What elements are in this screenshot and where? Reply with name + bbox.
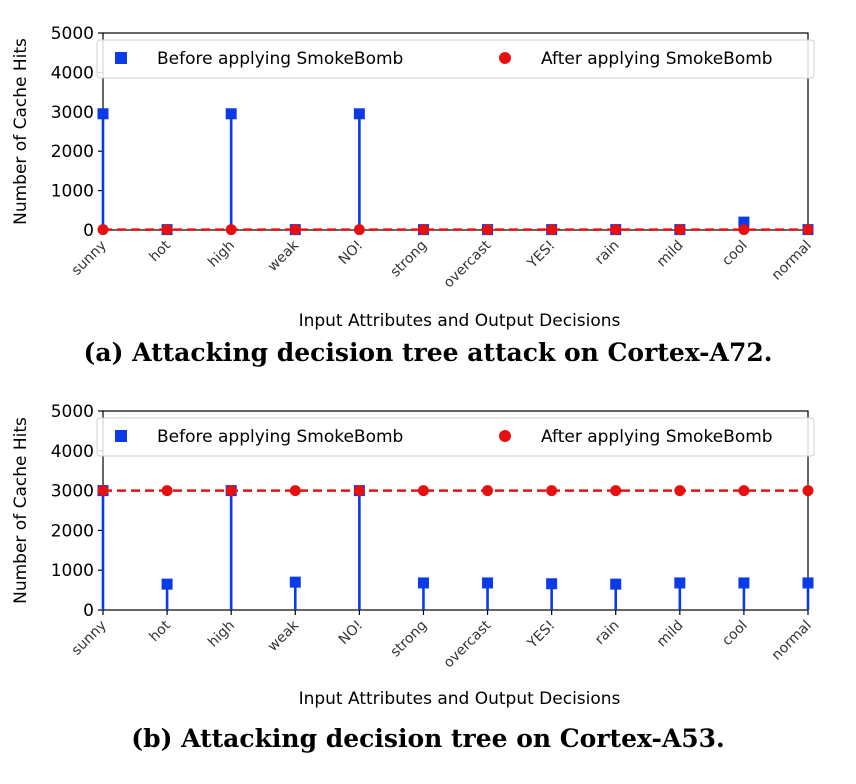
chart-a-x-tick-label: normal (769, 238, 815, 284)
chart-a: 0 1000 2000 3000 4000 5000 sunny hot high weak NO!… (11, 24, 815, 331)
chart-a-x-tick-label: weak (265, 237, 303, 275)
chart-b-series-before-marker (482, 577, 494, 589)
chart-a-series-after-marker (674, 224, 686, 236)
chart-a-y-tick-label: 5000 (51, 24, 94, 44)
chart-a-x-tick-label: overcast (441, 237, 495, 291)
chart-b-x-tick-label: NO! (336, 618, 366, 648)
chart-b-y-tick-label: 3000 (51, 482, 94, 502)
chart-b-x-tick-label: strong (387, 618, 430, 661)
chart-a-legend-before-label: Before applying SmokeBomb (157, 49, 403, 69)
chart-b-x-tick-label: rain (592, 618, 622, 648)
chart-b-series-after-marker (353, 485, 365, 497)
chart-b-series-before-marker (161, 578, 173, 590)
chart-a-x-tick-label: strong (387, 238, 430, 281)
chart-a-series-after-marker (802, 224, 814, 236)
chart-a-x-tick-label: high (205, 238, 238, 271)
chart-a-series-after-marker (546, 224, 558, 236)
chart-a-series-after-marker (738, 224, 750, 236)
chart-a-legend-before-marker (115, 52, 127, 64)
chart-a-series-before-marker (97, 108, 109, 120)
chart-b-series-after-marker (674, 485, 686, 497)
chart-a-series-before-marker (738, 216, 750, 228)
chart-b-x-tick-label: cool (719, 618, 751, 650)
chart-a-series-after-marker (97, 224, 109, 236)
chart-a-y-axis-label: Number of Cache Hits (11, 38, 31, 225)
chart-a-series-after-marker (225, 224, 237, 236)
chart-a-series-after-marker (353, 224, 365, 236)
chart-a-x-tick-label: rain (592, 238, 622, 268)
chart-b-series-after-marker (225, 485, 237, 497)
chart-b-series-after-marker (610, 485, 622, 497)
chart-b-legend-frame (96, 417, 815, 457)
chart-a-series-after-marker (161, 224, 173, 236)
chart-a-series-after-marker (289, 224, 301, 236)
chart-a-y-tick-label: 2000 (51, 142, 94, 162)
chart-b-series-after-marker (738, 485, 750, 497)
chart-b-series-before-marker (674, 577, 686, 589)
chart-a-x-tick-label: YES! (524, 238, 559, 273)
chart-a-series-after-marker (482, 224, 494, 236)
chart-b-x-tick-label: weak (265, 617, 303, 655)
chart-b-series-after-marker (417, 485, 429, 497)
chart-a-series-after-marker (610, 224, 622, 236)
chart-b-x-tick-label: mild (654, 618, 687, 651)
chart-a-caption: (a) Attacking decision tree attack on Co… (83, 338, 773, 367)
chart-b-series-after-marker (546, 485, 558, 497)
chart-a-x-tick-label: NO! (336, 238, 366, 268)
chart-a-y-tick-label: 0 (83, 221, 94, 241)
chart-a-x-axis-label: Input Attributes and Output Decisions (299, 311, 621, 331)
chart-b-y-tick-label: 5000 (51, 402, 94, 422)
chart-a-x-tick-label: hot (146, 237, 174, 265)
chart-b-y-tick-label: 2000 (51, 521, 94, 541)
chart-a-y-tick-label: 1000 (51, 182, 94, 202)
chart-b-series-after-marker (161, 485, 173, 497)
chart-a-x-tick-label: cool (719, 238, 751, 270)
chart-b: 0 1000 2000 3000 4000 5000 sunny hot high weak NO!… (11, 402, 815, 709)
chart-b-x-tick-label: high (205, 618, 238, 651)
chart-a-x-tick-label: sunny (69, 238, 110, 279)
chart-a-series-before-marker (353, 108, 365, 120)
chart-b-series-after-marker (802, 485, 814, 497)
chart-b-legend-after-label: After applying SmokeBomb (541, 427, 773, 447)
chart-b-caption: (b) Attacking decision tree on Cortex-A5… (131, 724, 725, 753)
chart-b-series-after-marker (289, 485, 301, 497)
chart-b-y-tick-label: 1000 (51, 561, 94, 581)
chart-a-series-after-marker (417, 224, 429, 236)
chart-a-legend-after-label: After applying SmokeBomb (541, 49, 773, 69)
chart-b-series-before-marker (417, 577, 429, 589)
chart-b-x-tick-label: sunny (69, 618, 110, 659)
chart-b-series-before-marker (546, 578, 558, 590)
chart-b-series-before-marker (738, 577, 750, 589)
chart-a-y-tick-label: 3000 (51, 103, 94, 123)
chart-b-y-tick-label: 0 (83, 601, 94, 621)
chart-b-x-tick-label: normal (769, 618, 815, 664)
chart-b-series-before-marker (610, 578, 622, 590)
chart-a-x-tick-label: mild (654, 238, 687, 271)
chart-b-legend-before-label: Before applying SmokeBomb (157, 427, 403, 447)
chart-b-x-tick-label: hot (146, 617, 174, 645)
chart-b-legend-before-marker (115, 430, 127, 442)
chart-b-y-axis-label: Number of Cache Hits (11, 417, 31, 604)
chart-b-series-after-marker (97, 485, 109, 497)
chart-b-x-tick-label: YES! (524, 618, 559, 653)
chart-b-series-before-marker (289, 576, 301, 588)
chart-b-series-after-marker (482, 485, 494, 497)
chart-a-legend-after-marker (499, 52, 511, 64)
chart-a-y-tick-label: 4000 (51, 63, 94, 83)
chart-a-series-before-marker (225, 108, 237, 120)
chart-b-x-axis-label: Input Attributes and Output Decisions (299, 689, 621, 709)
chart-a-legend-frame (96, 39, 815, 79)
chart-b-y-tick-label: 4000 (51, 442, 94, 462)
chart-b-x-tick-label: overcast (441, 617, 495, 671)
chart-b-series-before-marker (802, 577, 814, 589)
chart-b-legend-after-marker (499, 430, 511, 442)
